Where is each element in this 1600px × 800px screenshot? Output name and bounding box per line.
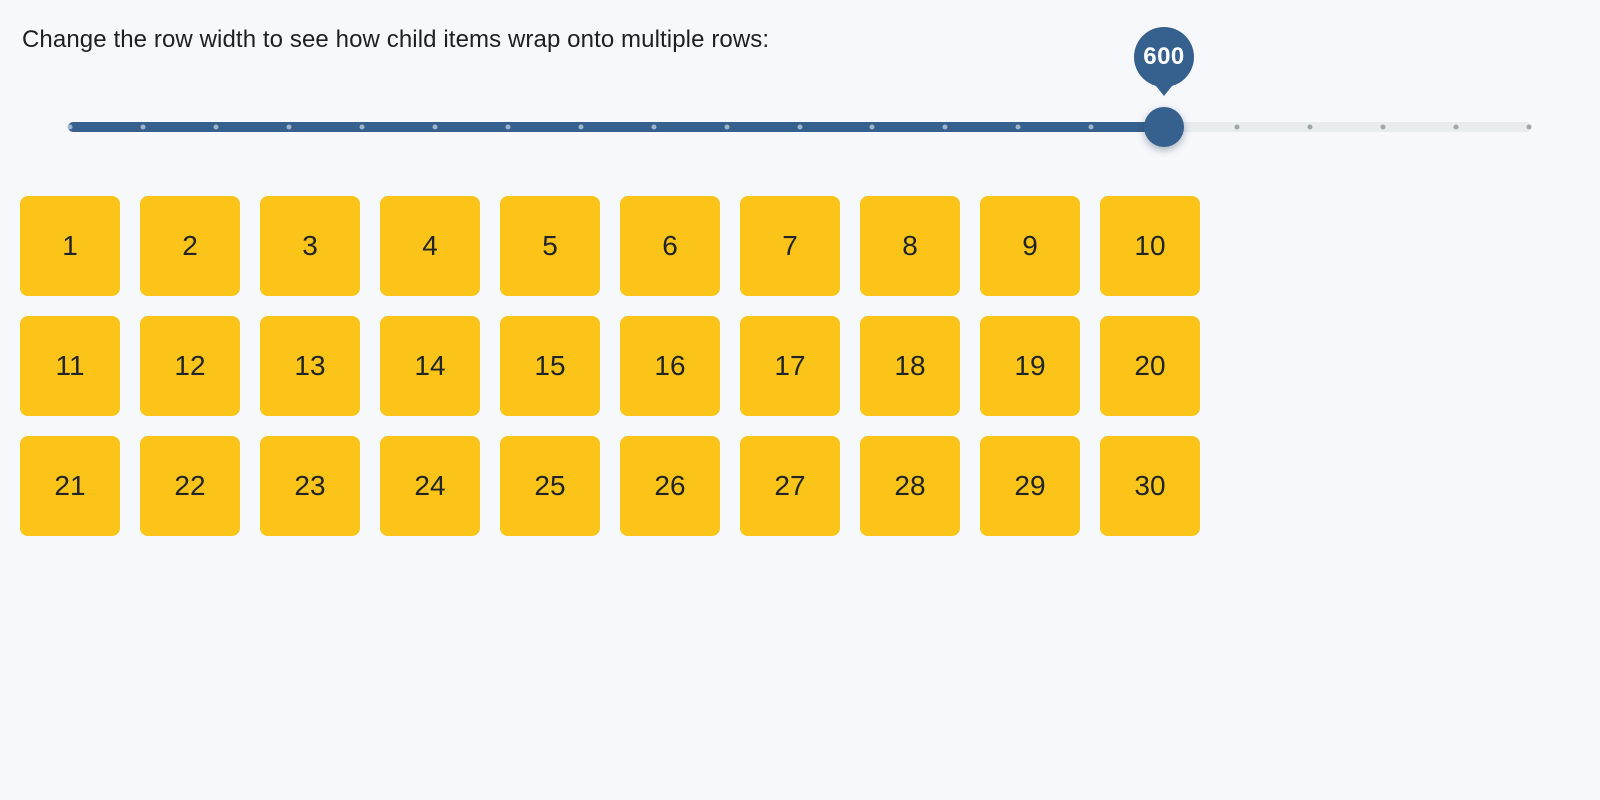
slider-thumb[interactable] xyxy=(1144,107,1184,147)
tile-grid: 1 2 3 4 5 6 7 8 9 10 11 12 13 14 15 16 17 18 19 20 21 22 23 24 2… xyxy=(20,196,1200,536)
slider-tick xyxy=(1453,124,1459,130)
tile: 13 xyxy=(260,316,360,416)
tile: 18 xyxy=(860,316,960,416)
tile: 10 xyxy=(1100,196,1200,296)
tile: 25 xyxy=(500,436,600,536)
instruction-text: Change the row width to see how child it… xyxy=(22,26,770,53)
tile: 21 xyxy=(20,436,120,536)
tile: 29 xyxy=(980,436,1080,536)
tile: 4 xyxy=(380,196,480,296)
tile: 6 xyxy=(620,196,720,296)
tile: 9 xyxy=(980,196,1080,296)
tile: 30 xyxy=(1100,436,1200,536)
tile: 7 xyxy=(740,196,840,296)
tile: 3 xyxy=(260,196,360,296)
tile: 19 xyxy=(980,316,1080,416)
tile: 17 xyxy=(740,316,840,416)
slider-tick xyxy=(1380,124,1386,130)
tile: 16 xyxy=(620,316,720,416)
tile: 26 xyxy=(620,436,720,536)
tile: 2 xyxy=(140,196,240,296)
tile: 5 xyxy=(500,196,600,296)
slider-track-fill xyxy=(68,122,1164,132)
tile: 1 xyxy=(20,196,120,296)
tile: 14 xyxy=(380,316,480,416)
slider-tick xyxy=(1307,124,1313,130)
tile: 20 xyxy=(1100,316,1200,416)
slider-tick xyxy=(1526,124,1532,130)
tile: 22 xyxy=(140,436,240,536)
tile: 11 xyxy=(20,316,120,416)
tile: 23 xyxy=(260,436,360,536)
slider-tick xyxy=(1234,124,1240,130)
tile: 24 xyxy=(380,436,480,536)
tile: 12 xyxy=(140,316,240,416)
tile: 8 xyxy=(860,196,960,296)
tile: 28 xyxy=(860,436,960,536)
slider-track[interactable] xyxy=(67,107,1532,147)
tile: 27 xyxy=(740,436,840,536)
tile: 15 xyxy=(500,316,600,416)
slider-value-tooltip: 600 xyxy=(1134,27,1194,87)
